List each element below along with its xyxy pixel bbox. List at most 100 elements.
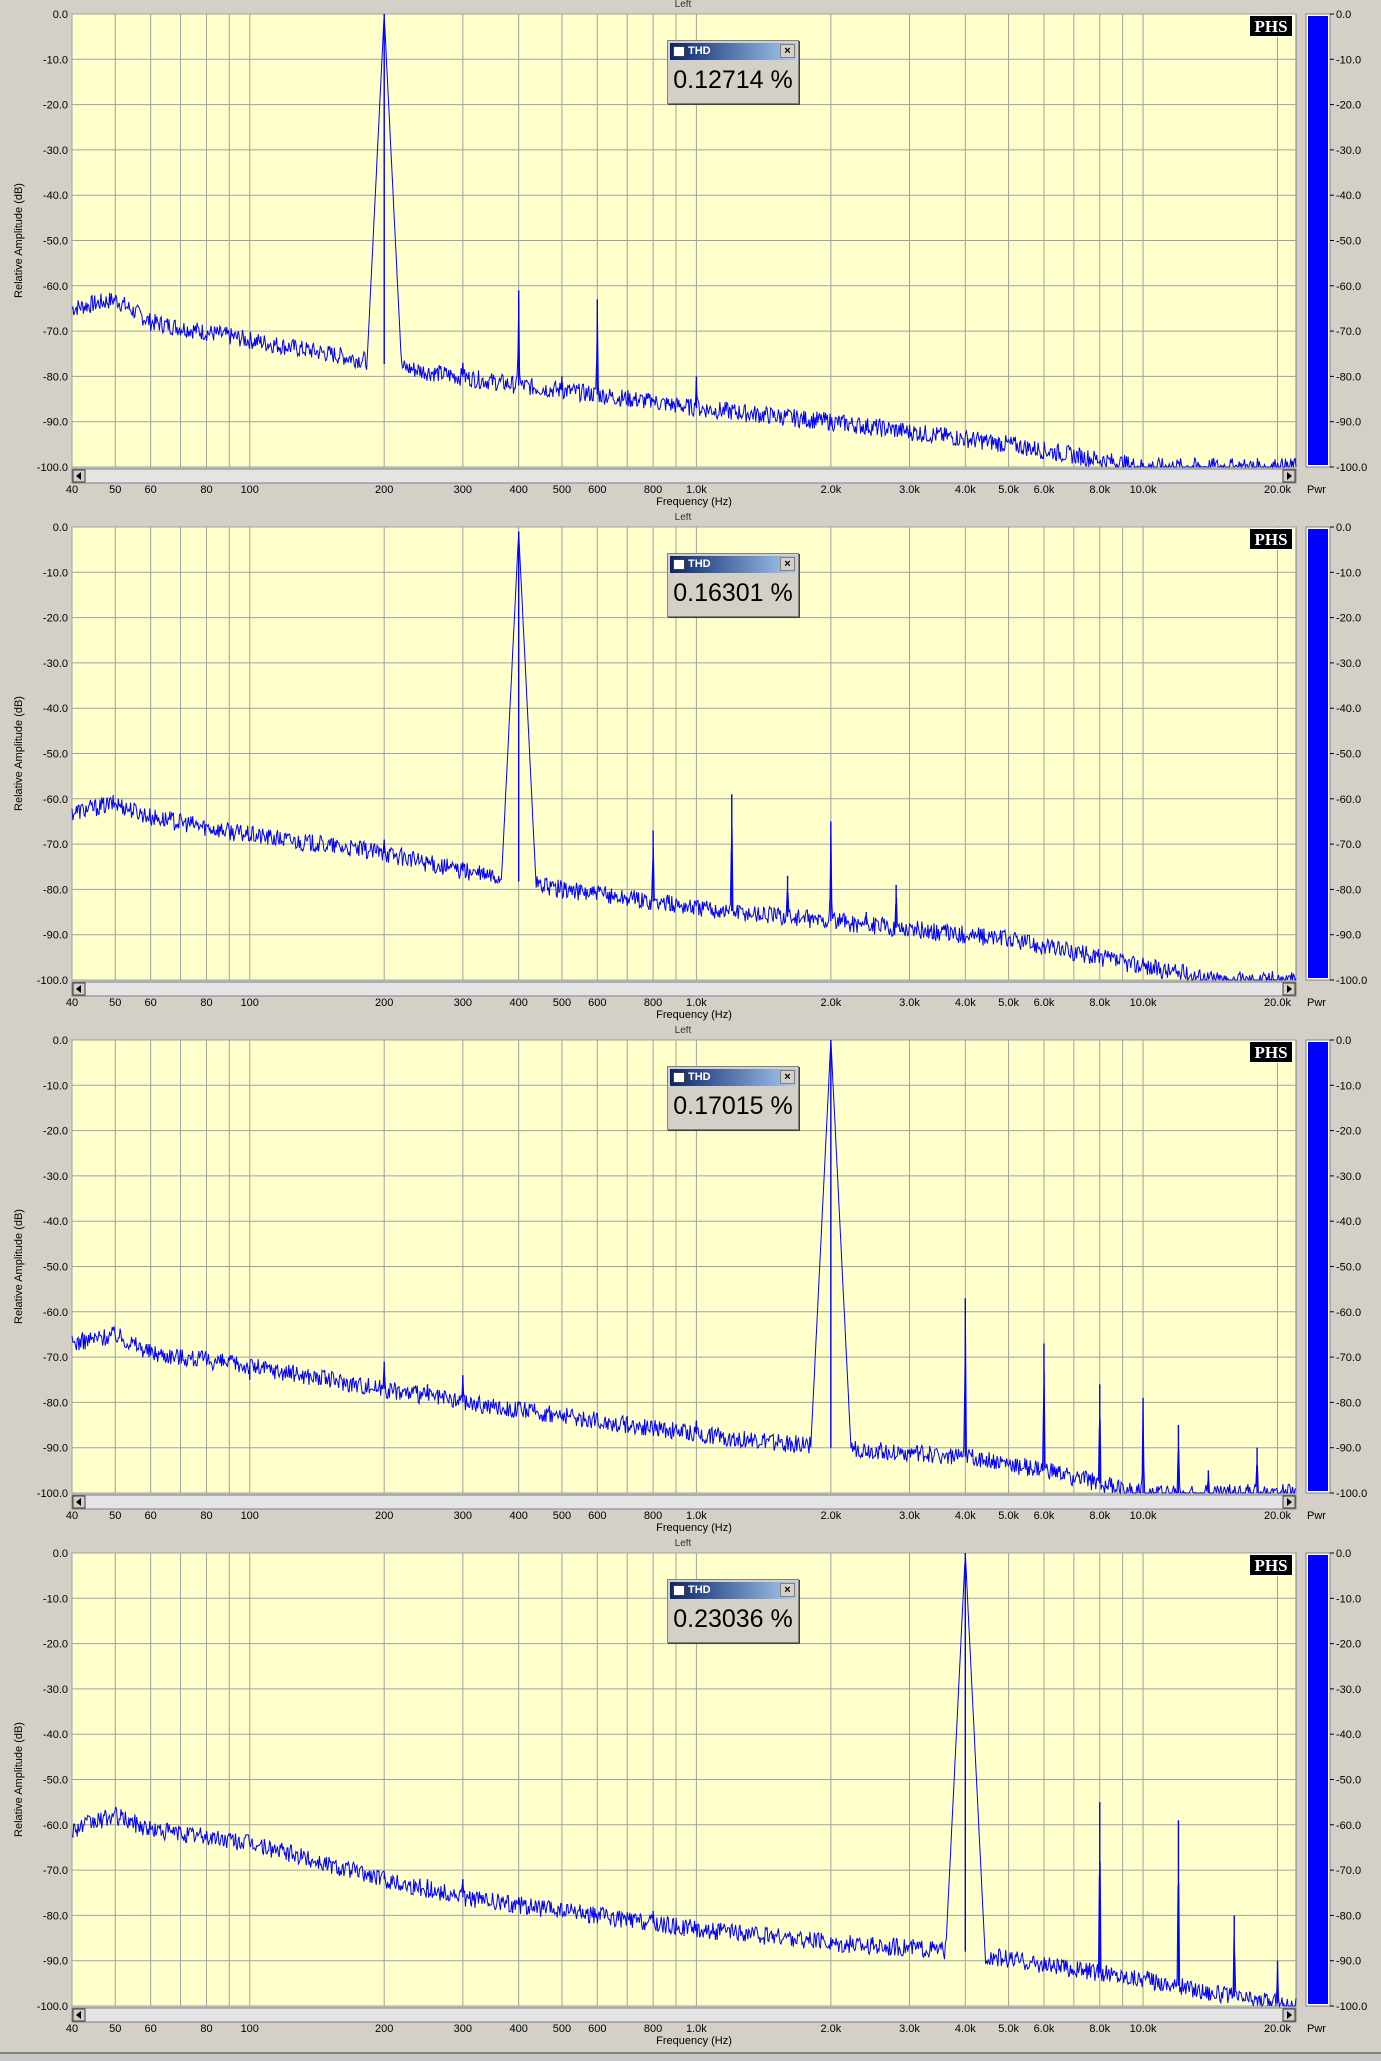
x-tick-label: 400	[509, 484, 527, 496]
y-tick-label: -30.0	[43, 145, 68, 157]
x-tick-label: 400	[509, 1510, 527, 1522]
phs-logo: PHS	[1249, 1554, 1293, 1576]
x-axis-label: Frequency (Hz)	[656, 1522, 732, 1534]
x-tick-label: 2.0k	[820, 1510, 841, 1522]
app-icon	[673, 1585, 685, 1596]
y-tick-label: 0.0	[53, 1548, 68, 1560]
x-tick-label: 100	[241, 997, 259, 1009]
spectrum-chart: Left 0.0 -10.0 -20.0 -30.0 -40.0 -50.0 -60.0 -70…	[13, 1539, 1367, 2047]
thd-window-titlebar[interactable]: THD ×	[670, 43, 796, 60]
horizontal-scrollbar[interactable]	[71, 1494, 1297, 1510]
x-tick-label: 800	[644, 997, 662, 1009]
channel-label: Left	[675, 0, 692, 10]
x-tick-label: 1.0k	[686, 484, 707, 496]
thd-window[interactable]: THD × 0.23036 %	[667, 1579, 799, 1643]
y-tick-label: -40.0	[43, 1216, 68, 1228]
app-icon	[673, 559, 685, 570]
meter-tick-label: -50.0	[1336, 1775, 1361, 1787]
y-tick-label: -100.0	[37, 2001, 68, 2013]
horizontal-scrollbar[interactable]	[71, 981, 1297, 997]
y-tick-label: -90.0	[43, 1956, 68, 1968]
x-tick-label: 10.0k	[1130, 2023, 1157, 2035]
power-meter-fill	[1308, 529, 1328, 978]
thd-window-title: THD	[688, 1584, 711, 1596]
thd-window-titlebar[interactable]: THD ×	[670, 1582, 796, 1599]
y-tick-label: -50.0	[43, 1775, 68, 1787]
y-tick-label: -80.0	[43, 884, 68, 896]
x-tick-label: 600	[588, 2023, 606, 2035]
x-tick-label: 4.0k	[955, 484, 976, 496]
x-tick-label: 2.0k	[820, 997, 841, 1009]
arrow-right-icon	[1287, 985, 1292, 993]
close-icon[interactable]: ×	[780, 44, 795, 58]
app-icon	[673, 1072, 685, 1083]
x-tick-label: 80	[200, 997, 212, 1009]
x-tick-label: 60	[145, 2023, 157, 2035]
x-tick-label: 4.0k	[955, 1510, 976, 1522]
meter-tick-label: -20.0	[1336, 100, 1361, 112]
thd-window[interactable]: THD × 0.12714 %	[667, 40, 799, 104]
x-tick-label: 4.0k	[955, 997, 976, 1009]
x-tick-label: 500	[553, 484, 571, 496]
y-tick-label: -50.0	[43, 749, 68, 761]
spectrum-panel: Left 0.0 -10.0 -20.0 -30.0 -40.0 -50.0 -60.0 -70…	[0, 513, 1381, 1028]
meter-tick-label: -60.0	[1336, 794, 1361, 806]
y-tick-label: -60.0	[43, 1820, 68, 1832]
x-tick-label: 5.0k	[998, 484, 1019, 496]
x-tick-label: 60	[145, 997, 157, 1009]
x-tick-label: 3.0k	[899, 484, 920, 496]
meter-tick-label: -20.0	[1336, 613, 1361, 625]
y-tick-label: -90.0	[43, 1443, 68, 1455]
x-tick-label: 600	[588, 1510, 606, 1522]
meter-tick-label: -80.0	[1336, 1397, 1361, 1409]
x-tick-label: 100	[241, 484, 259, 496]
arrow-left-icon	[76, 985, 81, 993]
close-icon[interactable]: ×	[780, 557, 795, 571]
y-tick-label: -80.0	[43, 371, 68, 383]
thd-value: 0.12714 %	[673, 66, 793, 94]
x-tick-label: 8.0k	[1089, 997, 1110, 1009]
y-axis-label: Relative Amplitude (dB)	[13, 1722, 25, 1837]
x-axis-label: Frequency (Hz)	[656, 496, 732, 508]
thd-window[interactable]: THD × 0.16301 %	[667, 553, 799, 617]
thd-window-titlebar[interactable]: THD ×	[670, 556, 796, 573]
x-tick-label: 20.0k	[1264, 484, 1291, 496]
x-tick-label: 800	[644, 1510, 662, 1522]
meter-tick-label: -80.0	[1336, 884, 1361, 896]
meter-tick-label: -10.0	[1336, 54, 1361, 66]
phs-logo: PHS	[1249, 528, 1293, 550]
x-tick-label: 500	[553, 997, 571, 1009]
x-tick-label: 8.0k	[1089, 2023, 1110, 2035]
y-tick-label: -30.0	[43, 1171, 68, 1183]
x-tick-label: 200	[375, 997, 393, 1009]
spectrum-trace	[71, 1557, 1297, 2008]
meter-tick-label: -20.0	[1336, 1639, 1361, 1651]
meter-tick-label: -50.0	[1336, 1262, 1361, 1274]
x-tick-label: 200	[375, 2023, 393, 2035]
x-tick-label: 400	[509, 997, 527, 1009]
thd-window-titlebar[interactable]: THD ×	[670, 1069, 796, 1086]
meter-tick-label: -60.0	[1336, 1820, 1361, 1832]
meter-tick-label: -30.0	[1336, 1171, 1361, 1183]
x-tick-label: 1.0k	[686, 1510, 707, 1522]
x-tick-label: 20.0k	[1264, 997, 1291, 1009]
thd-window[interactable]: THD × 0.17015 %	[667, 1066, 799, 1130]
spectrum-chart: Left 0.0 -10.0 -20.0 -30.0 -40.0 -50.0 -60.0 -70…	[13, 0, 1367, 508]
y-tick-label: -90.0	[43, 930, 68, 942]
x-tick-label: 6.0k	[1034, 997, 1055, 1009]
close-icon[interactable]: ×	[780, 1583, 795, 1597]
meter-tick-label: -30.0	[1336, 658, 1361, 670]
x-tick-label: 3.0k	[899, 997, 920, 1009]
x-tick-label: 5.0k	[998, 1510, 1019, 1522]
meter-tick-label: -90.0	[1336, 1956, 1361, 1968]
app-icon	[673, 46, 685, 57]
close-icon[interactable]: ×	[780, 1070, 795, 1084]
meter-tick-label: -30.0	[1336, 1684, 1361, 1696]
y-tick-label: -40.0	[43, 703, 68, 715]
x-tick-label: 200	[375, 484, 393, 496]
horizontal-scrollbar[interactable]	[71, 468, 1297, 484]
meter-tick-label: 0.0	[1336, 9, 1351, 21]
horizontal-scrollbar[interactable]	[71, 2007, 1297, 2023]
x-tick-label: 2.0k	[820, 484, 841, 496]
x-tick-label: 5.0k	[998, 2023, 1019, 2035]
